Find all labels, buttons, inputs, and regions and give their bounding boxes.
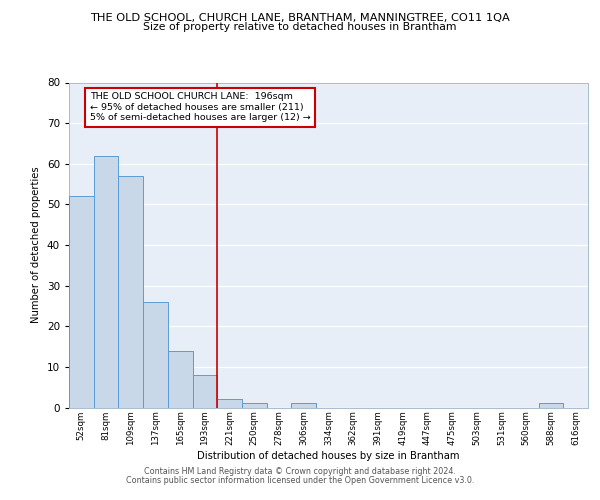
Text: THE OLD SCHOOL, CHURCH LANE, BRANTHAM, MANNINGTREE, CO11 1QA: THE OLD SCHOOL, CHURCH LANE, BRANTHAM, M… — [90, 12, 510, 22]
X-axis label: Distribution of detached houses by size in Brantham: Distribution of detached houses by size … — [197, 450, 460, 460]
Bar — [539, 404, 563, 407]
Bar — [168, 350, 193, 408]
Bar — [94, 156, 118, 408]
Bar — [217, 400, 242, 407]
Text: Size of property relative to detached houses in Brantham: Size of property relative to detached ho… — [143, 22, 457, 32]
Bar — [118, 176, 143, 408]
Bar — [69, 196, 94, 408]
Bar — [143, 302, 168, 408]
Y-axis label: Number of detached properties: Number of detached properties — [31, 166, 41, 324]
Bar — [242, 404, 267, 407]
Bar — [292, 404, 316, 407]
Text: Contains HM Land Registry data © Crown copyright and database right 2024.: Contains HM Land Registry data © Crown c… — [144, 467, 456, 476]
Text: Contains public sector information licensed under the Open Government Licence v3: Contains public sector information licen… — [126, 476, 474, 485]
Text: THE OLD SCHOOL CHURCH LANE:  196sqm
← 95% of detached houses are smaller (211)
5: THE OLD SCHOOL CHURCH LANE: 196sqm ← 95%… — [90, 92, 311, 122]
Bar — [193, 375, 217, 408]
